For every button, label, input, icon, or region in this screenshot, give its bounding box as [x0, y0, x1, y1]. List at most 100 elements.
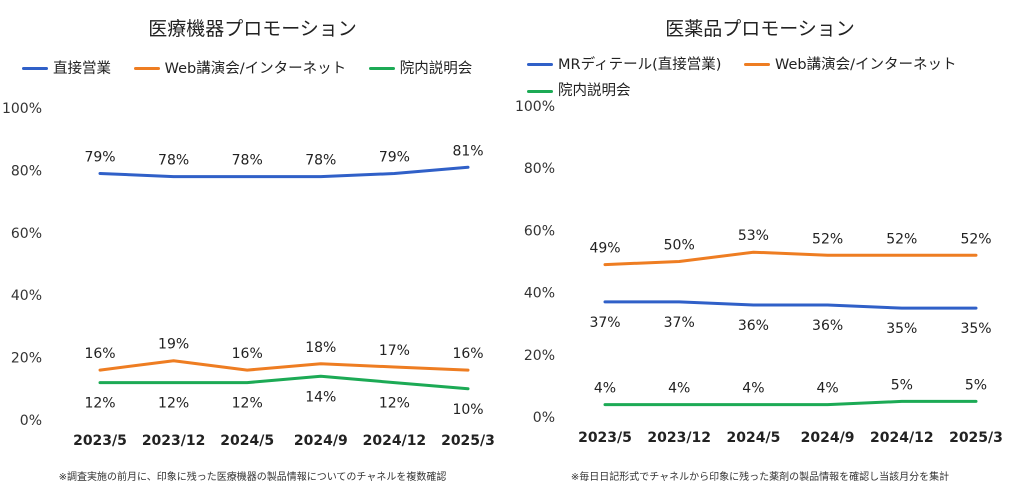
data-label: 78% [232, 153, 263, 169]
data-label: 4% [816, 381, 838, 397]
data-label: 16% [84, 346, 115, 362]
legend-swatch-blue [527, 63, 553, 66]
y-tick-label: 0% [20, 413, 42, 429]
series-line [98, 374, 470, 391]
line-chart-plot: 0% 20% 40% 60% 80% 100% 2023/5 2023/12 2024/5 202… [515, 99, 1003, 446]
x-tick-label: 2024/5 [726, 430, 780, 446]
data-point [901, 307, 903, 309]
x-tick-label: 2024/12 [363, 433, 427, 449]
x-tick-label: 2024/9 [801, 430, 855, 446]
data-point [393, 173, 395, 175]
y-tick-label: 100% [2, 101, 42, 117]
legend-swatch-orange [133, 67, 160, 70]
series-line [98, 165, 470, 179]
data-point [393, 382, 395, 384]
chart-footnote: ※毎日日記形式でチャネルから印象に残った薬剤の製品情報を確認し当該月分を集計 [570, 472, 950, 483]
data-point [752, 304, 754, 306]
x-tick-label: 2024/5 [220, 433, 274, 449]
data-point [604, 264, 606, 266]
y-tick-label: 80% [524, 161, 555, 177]
legend-item-direct-sales: 直接営業 [22, 57, 111, 81]
legend-label: 院内説明会 [558, 83, 631, 99]
x-tick-label: 2025/3 [441, 433, 495, 449]
data-label: 18% [305, 340, 336, 356]
legend-swatch-green [527, 89, 553, 93]
data-label: 50% [664, 238, 695, 254]
data-label: 52% [812, 231, 843, 247]
data-point [827, 254, 829, 256]
data-point [173, 382, 175, 384]
data-point [246, 369, 248, 371]
data-label: 12% [84, 396, 115, 412]
legend-item-hospital-briefing: 院内説明会 [368, 57, 472, 81]
data-label: 37% [664, 315, 695, 331]
legend-label: Web講演会/インターネット [164, 60, 347, 77]
data-point [752, 251, 754, 253]
data-label: 5% [965, 377, 987, 393]
y-tick-label: 40% [524, 286, 555, 302]
legend-item-web: Web講演会/インターネット [133, 57, 347, 81]
data-point [320, 375, 322, 377]
data-label: 4% [594, 381, 616, 397]
data-point [975, 400, 977, 402]
data-point [827, 304, 829, 306]
data-point [901, 400, 903, 402]
data-label: 79% [84, 150, 115, 166]
data-point [320, 176, 322, 178]
data-point [173, 176, 175, 178]
series-line [603, 399, 978, 407]
data-point [975, 307, 977, 309]
data-point [393, 366, 395, 368]
series-line [603, 300, 978, 310]
y-tick-label: 60% [11, 226, 42, 242]
data-label: 14% [305, 389, 336, 405]
data-point [246, 382, 248, 384]
legend-swatch-green [368, 67, 395, 70]
data-label: 49% [589, 241, 620, 257]
data-point [678, 301, 680, 303]
x-tick-label: 2023/5 [73, 433, 127, 449]
chart-title: 医薬品プロモーション [665, 18, 855, 40]
data-label: 16% [452, 346, 483, 362]
data-label: 4% [668, 381, 690, 397]
data-label: 78% [158, 153, 189, 169]
x-tick-label: 2023/5 [578, 430, 632, 446]
chart-title: 医療機器プロモーション [148, 18, 357, 40]
data-point [752, 404, 754, 406]
data-label: 36% [738, 318, 769, 334]
y-tick-label: 20% [524, 348, 555, 364]
legend-swatch-orange [744, 63, 770, 66]
series-line [98, 359, 470, 372]
data-label: 19% [158, 337, 189, 353]
data-point [246, 176, 248, 178]
data-point [99, 369, 101, 371]
legend-label: MRディテール(直接営業) [558, 56, 722, 73]
legend-label: Web講演会/インターネット [775, 56, 957, 73]
y-tick-label: 60% [524, 223, 555, 239]
legend-item-hospital-briefing: 院内説明会 [527, 79, 631, 103]
data-label: 53% [738, 228, 769, 244]
data-point [678, 404, 680, 406]
data-point [467, 166, 469, 168]
data-label: 36% [812, 318, 843, 334]
x-tick-label: 2025/3 [949, 430, 1003, 446]
chart-legend: 直接営業 Web講演会/インターネット 院内説明会 [22, 54, 502, 81]
y-tick-label: 40% [11, 288, 42, 304]
data-point [467, 369, 469, 371]
data-label: 5% [891, 377, 913, 393]
data-point [678, 261, 680, 262]
data-label: 81% [452, 143, 483, 159]
data-point [827, 404, 829, 406]
chart-panel-medical-devices: 医療機器プロモーション 直接営業 Web講演会/インターネット 院内説明会 0%… [0, 0, 505, 499]
data-label: 10% [452, 402, 483, 418]
x-tick-label: 2024/9 [294, 433, 348, 449]
data-label: 52% [886, 231, 917, 247]
data-point [901, 254, 903, 256]
data-label: 78% [305, 153, 336, 169]
data-label: 12% [158, 396, 189, 412]
x-tick-label: 2023/12 [142, 433, 206, 449]
line-chart-plot: 0% 20% 40% 60% 80% 100% 2023/5 2023/12 2024/5 202… [2, 101, 495, 449]
data-label: 35% [960, 321, 991, 337]
chart-footnote: ※調査実施の前月に、印象に残った医療機器の製品情報についてのチャネルを複数確認 [58, 472, 447, 483]
legend-item-web: Web講演会/インターネット [744, 53, 957, 77]
